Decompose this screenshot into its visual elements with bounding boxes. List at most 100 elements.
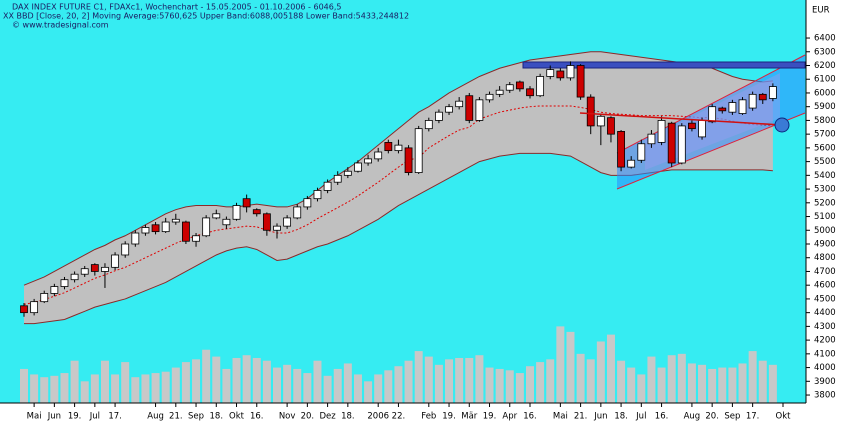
volume-bar [151,373,160,403]
volume-bar [131,377,140,403]
candle-body [70,273,79,281]
candle-body [121,243,130,256]
candle-body [50,286,59,294]
y-tick-label: 5100 [814,212,836,222]
x-tick-label: 2006 [367,412,389,422]
candle-body [465,95,474,121]
x-tick-label: 18. [210,412,224,422]
volume-bar [70,360,79,403]
candle-body [546,69,555,77]
candle-body [333,174,342,183]
candle-body [435,111,443,121]
candle-body [526,88,534,97]
volume-bar [121,362,130,403]
candle-body [637,143,646,161]
volume-bar [242,355,251,403]
candle-body [384,141,393,152]
volume-bar [202,349,211,403]
y-tick-label: 6400 [814,34,836,44]
chart-title: DAX INDEX FUTURE C1, FDAXc1, Wochenchart… [12,3,341,12]
candle-body [455,100,464,108]
y-tick-label: 4600 [814,281,836,291]
volume-bar [161,371,170,403]
candle-body [273,225,281,231]
volume-bar [465,357,474,403]
volume-bar [181,362,190,403]
volume-bar [768,364,777,403]
volume-bar [566,331,575,403]
candle-body [283,217,292,227]
x-tick-label: 16. [655,412,669,422]
volume-bar [627,367,636,403]
x-tick-label: Mär [461,412,478,422]
x-tick-label: Jul [89,412,100,422]
x-tick-label: Mai [27,412,42,422]
x-tick-label: Aug [684,412,701,422]
candle-body [414,128,423,173]
candle-body [758,93,767,101]
volume-bar [252,357,261,403]
volume-bar [718,367,727,403]
x-tick-label: 19. [442,412,456,422]
y-tick-label: 5400 [814,171,836,181]
overlay-drawings [579,112,790,133]
x-tick-label: 21. [574,412,588,422]
candle-body [556,70,565,79]
volume-bar [414,351,423,403]
y-tick-label: 5700 [814,130,836,140]
volume-bar [50,375,59,403]
candle-body [141,227,150,234]
candle-body [677,125,686,164]
x-tick-label: 17. [108,412,122,422]
volume-bar [374,374,383,403]
y-tick-label: 4900 [814,239,836,249]
volume-bar [748,351,757,403]
y-tick-label: 5200 [814,198,836,208]
candle-body [171,218,180,223]
volume-bar [596,341,605,403]
x-tick-label: 19. [68,412,82,422]
volume-bar [687,363,696,403]
y-tick-label: 4800 [814,253,836,263]
source: © www.tradesignal.com [12,21,109,30]
volume-bar [445,359,454,403]
y-tick-label: 6300 [814,47,836,57]
y-tick-label: 3800 [814,391,836,401]
candle-body [293,206,302,219]
x-tick-label: Okt [776,412,792,422]
candle-body [303,198,312,208]
volume-bar [262,360,271,403]
volume-bar [606,334,615,403]
volume-bar [617,360,626,403]
candle-body [445,106,453,113]
candle-body [536,76,545,97]
y-tick-label: 5900 [814,102,836,112]
x-tick-label: 16. [250,412,264,422]
candle-body [131,232,140,245]
candle-body [607,117,615,135]
y-tick-label: 3900 [814,377,836,387]
x-tick-label: 18. [614,412,628,422]
y-tick-label: 6100 [814,75,836,85]
candle-body [212,213,221,219]
volume-bar [505,370,514,403]
y-tick-label: 5300 [814,185,836,195]
candle-body [262,213,271,231]
candle-body [698,120,706,138]
candle-body [394,144,403,152]
volume-bar [171,367,180,403]
volume-bar [283,364,292,403]
volume-bar [556,326,565,403]
y-tick-label: 4100 [814,349,836,359]
candle-body [688,122,696,130]
candle-body [202,217,211,237]
candle-body [718,107,727,112]
candle-body [374,151,383,160]
volume-bar [667,355,676,403]
x-tick-label: Mai [553,412,568,422]
candle-body [586,96,595,127]
chart-subtitle: XX BBD [Close, 20, 2] Moving Average:576… [3,12,409,21]
x-tick-label: Okt [229,412,245,422]
candle-body [90,264,99,272]
volume-bar [475,355,484,403]
